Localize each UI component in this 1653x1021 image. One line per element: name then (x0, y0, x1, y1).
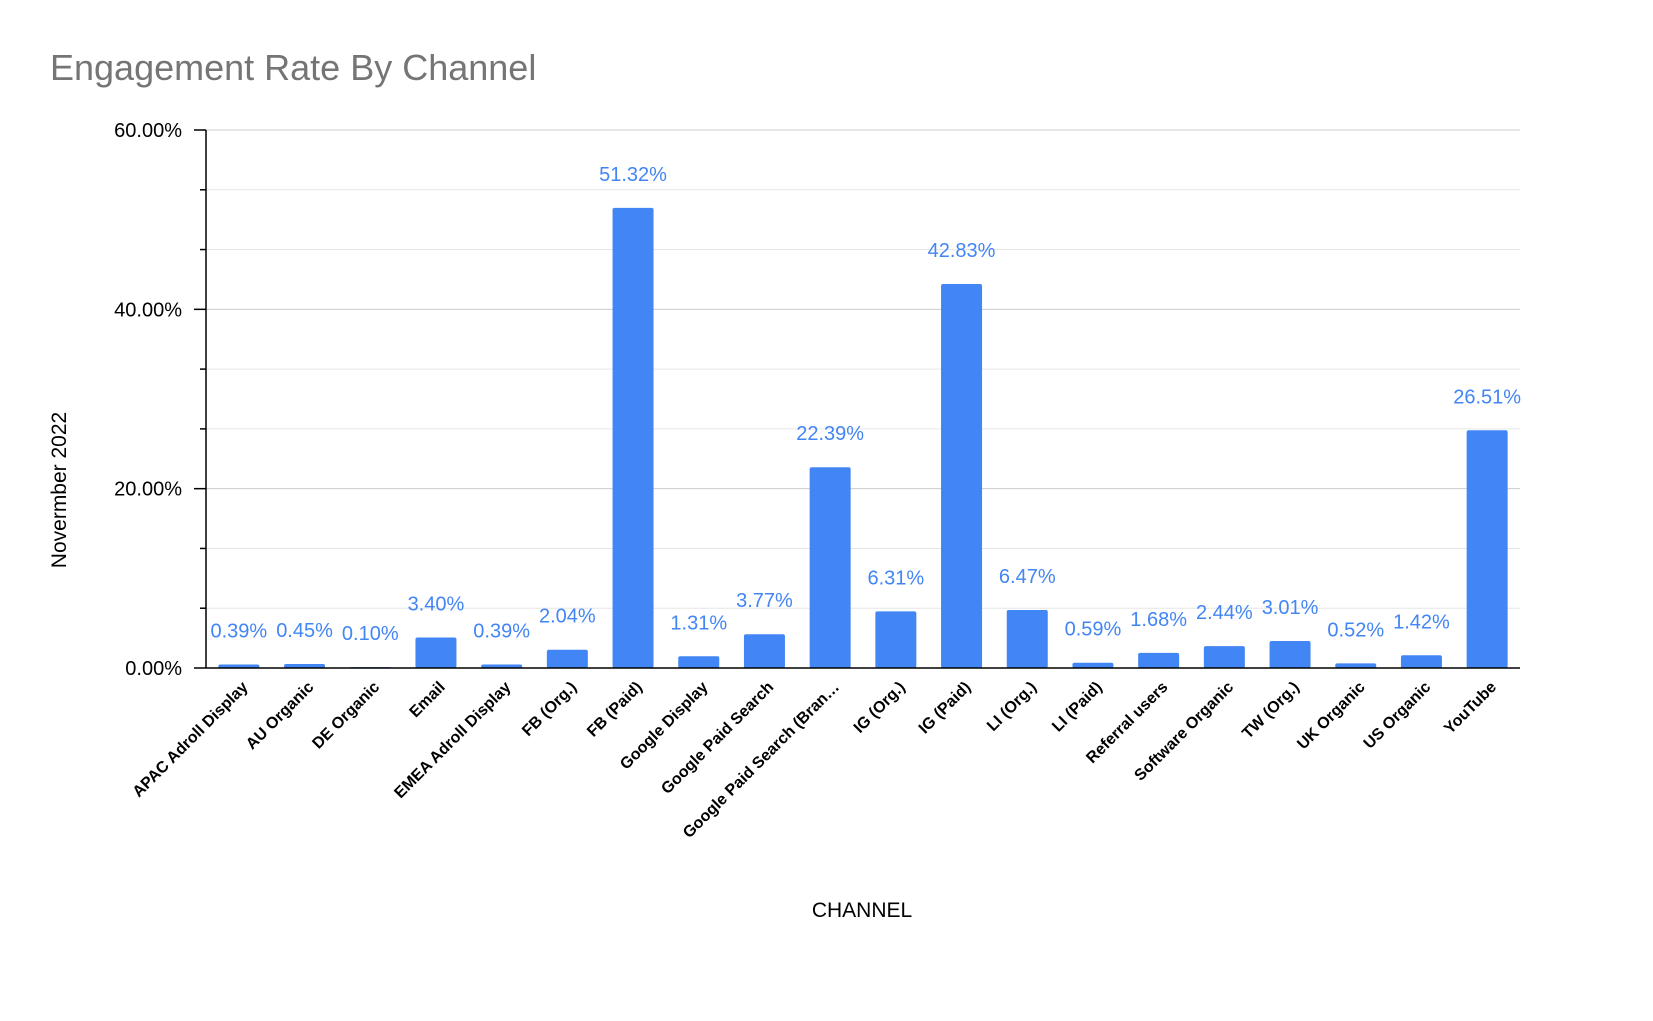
data-label: 0.52% (1327, 619, 1384, 641)
axes (194, 129, 1520, 669)
data-label: 0.39% (473, 621, 530, 643)
data-label: 0.59% (1065, 619, 1122, 641)
data-label: 3.77% (736, 590, 793, 612)
x-tick-label: IG (Org.) (851, 679, 909, 737)
data-labels: 0.39% 0.45% 0.10% 3.40% 0.39% 2.04% 51.32% 1.31… (210, 164, 1521, 645)
data-label: 2.04% (539, 606, 596, 628)
data-label: 3.01% (1262, 597, 1319, 619)
y-axis-title: Novermber 2022 (48, 412, 71, 568)
x-tick-label: TW (Org.) (1239, 679, 1303, 743)
bar (218, 664, 260, 668)
bar (1072, 662, 1114, 668)
x-tick-label: FB (Paid) (584, 679, 646, 741)
data-label: 0.45% (276, 620, 333, 642)
data-label: 6.31% (867, 567, 924, 589)
data-label: 0.10% (342, 623, 399, 645)
data-label: 51.32% (599, 164, 667, 186)
x-tick-label: FB (Org.) (519, 679, 580, 740)
x-tick-label: US Organic (1361, 679, 1435, 753)
bar (875, 611, 917, 668)
chart-title: Engagement Rate By Channel (50, 47, 536, 88)
x-tick-label: EMEA Adroll Display (391, 679, 514, 802)
x-axis-title: CHANNEL (812, 899, 912, 922)
x-tick-label: LI (Org.) (984, 679, 1040, 735)
x-tick-label: Email (407, 679, 449, 721)
data-label: 42.83% (928, 240, 996, 262)
bar (1006, 609, 1048, 668)
bar (481, 664, 523, 668)
bar (1335, 663, 1377, 668)
x-tick-label: YouTube (1441, 679, 1500, 738)
x-tick-label: AU Organic (243, 679, 317, 753)
bar (678, 656, 720, 668)
data-label: 3.40% (408, 594, 465, 616)
x-tick-label: Google Paid Search (658, 679, 777, 798)
data-label: 22.39% (796, 423, 864, 445)
data-label: 1.42% (1393, 611, 1450, 633)
bar (941, 283, 983, 668)
x-tick-label: UK Organic (1294, 679, 1368, 753)
bar (1203, 646, 1245, 668)
y-tick-label: 20.00% (114, 479, 182, 501)
bar (809, 467, 851, 668)
bar (415, 637, 457, 668)
bar (1400, 655, 1442, 668)
x-tick-label: IG (Paid) (916, 679, 975, 738)
x-tick-label: DE Organic (309, 679, 383, 753)
data-label: 2.44% (1196, 602, 1253, 624)
bars (218, 207, 1508, 668)
data-label: 1.68% (1130, 609, 1187, 631)
data-label: 26.51% (1453, 386, 1521, 408)
data-label: 6.47% (999, 566, 1056, 588)
bar (1138, 652, 1180, 668)
y-tick-label: 40.00% (114, 299, 182, 321)
x-tick-label: APAC Adroll Display (130, 679, 252, 801)
x-tick-label: LI (Paid) (1049, 679, 1106, 736)
y-tick-label: 0.00% (125, 658, 182, 680)
bar (612, 207, 654, 668)
bar (1269, 641, 1311, 668)
y-tick-label: 60.00% (114, 120, 182, 142)
bar (743, 634, 785, 668)
bar (284, 663, 326, 668)
bar (546, 649, 588, 668)
bar (1466, 430, 1508, 668)
data-label: 0.39% (210, 621, 267, 643)
gridlines (206, 129, 1520, 609)
data-label: 1.31% (670, 612, 727, 634)
y-tick-labels: 0.00% 20.00% 40.00% 60.00% (114, 120, 182, 680)
